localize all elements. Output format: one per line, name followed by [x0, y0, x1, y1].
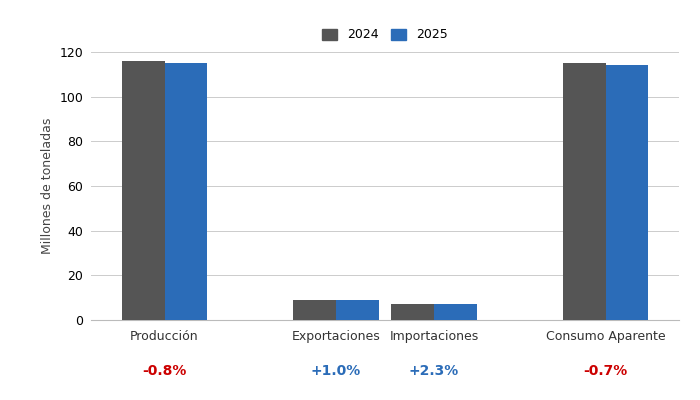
Bar: [336, 300, 379, 320]
Text: -0.7%: -0.7%: [583, 364, 628, 378]
Legend: 2024, 2025: 2024, 2025: [317, 24, 453, 46]
Text: +2.3%: +2.3%: [409, 364, 459, 378]
Bar: [122, 61, 164, 320]
Text: -0.8%: -0.8%: [142, 364, 187, 378]
Bar: [391, 304, 434, 320]
Bar: [606, 65, 648, 320]
Bar: [293, 300, 336, 320]
Bar: [563, 63, 606, 320]
Bar: [434, 304, 477, 320]
Bar: [164, 63, 207, 320]
Y-axis label: Millones de toneladas: Millones de toneladas: [41, 118, 54, 254]
Text: +1.0%: +1.0%: [311, 364, 361, 378]
